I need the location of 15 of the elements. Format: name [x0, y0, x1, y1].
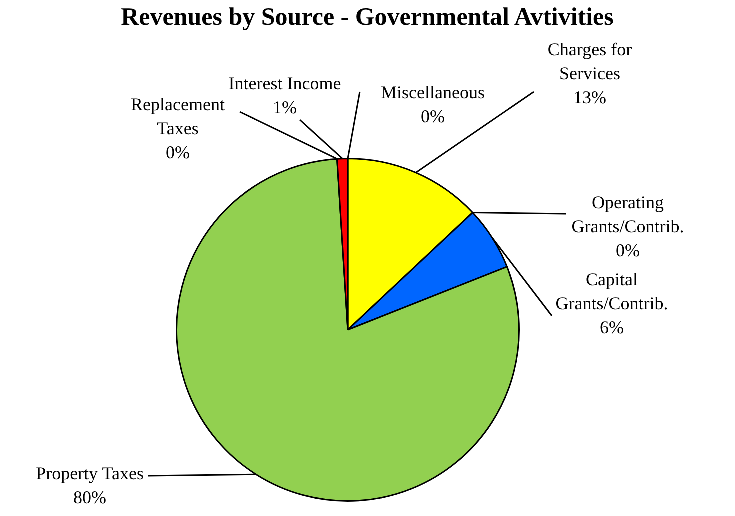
slice-label: Property Taxes — [36, 464, 144, 484]
slice-label: Charges for Services — [548, 40, 632, 84]
slice-label: Capital Grants/Contrib. — [556, 270, 668, 314]
category-label: Miscellaneous — [381, 82, 485, 103]
slice-label: Interest Income — [228, 74, 342, 94]
text: 0% — [421, 106, 445, 127]
data-label: 13% — [574, 88, 606, 108]
data-label: 1% — [273, 98, 297, 118]
category-label: Operating Grants/Contrib. — [572, 192, 684, 237]
category-label: Replacement Taxes — [131, 94, 225, 139]
chart-title: Revenues by Source - Governmental Avtivities — [120, 4, 615, 32]
text: 0% — [616, 240, 640, 261]
text: 0% — [166, 142, 190, 163]
data-label: 6% — [600, 318, 624, 338]
data-label: 80% — [74, 488, 106, 508]
